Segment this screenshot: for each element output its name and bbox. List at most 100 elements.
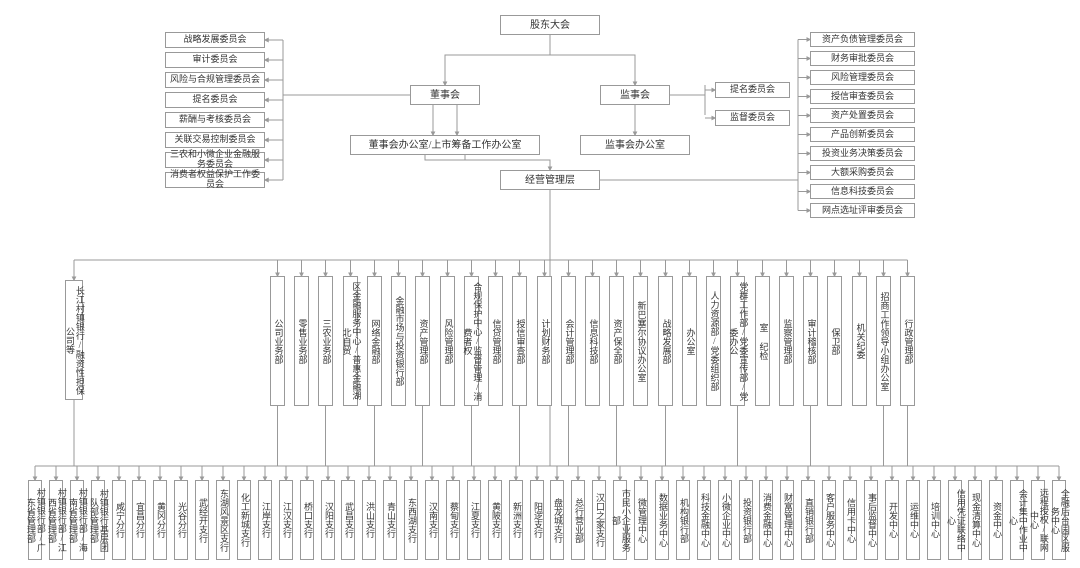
mgmt-committee-2: 风险管理委员会 xyxy=(810,70,915,85)
left-committee-2: 风险与合规管理委员会 xyxy=(165,72,265,88)
bottom-branch-39: 信用卡中心 xyxy=(843,480,857,560)
bottom-branch-36: 财富管理中心 xyxy=(780,480,794,560)
bottom-branch-18: 东西湖支行 xyxy=(404,480,418,560)
bottom-branch-14: 汉阳支行 xyxy=(321,480,335,560)
left-committee-7: 消费者权益保护工作委员会 xyxy=(165,172,265,188)
left-committee-0: 战略发展委员会 xyxy=(165,32,265,48)
bottom-branch-32: 科技金融中心 xyxy=(697,480,711,560)
bottom-branch-16: 洪山支行 xyxy=(362,480,376,560)
mid-dept-9: 信贷管理部 xyxy=(488,276,503,406)
org-chart-canvas: 股东大会董事会 监事会董事会办公室/上市筹备工作办公室 监事会办公室经营管理层 战略发… xyxy=(0,0,1080,568)
bottom-branch-25: 盘龙城支行 xyxy=(550,480,564,560)
bottom-branch-38: 客户服务中心 xyxy=(822,480,836,560)
mid-dept-19: 党群工作部/党委宣传部/党委办公 xyxy=(730,276,745,406)
mid-dept-4: 网络金融部 xyxy=(367,276,382,406)
left-committee-5: 关联交易控制委员会 xyxy=(165,132,265,148)
mgmt-committee-9: 网点选址评审委员会 xyxy=(810,203,915,218)
bottom-branch-22: 黄陂支行 xyxy=(488,480,502,560)
left-committee-4: 薪酬与考核委员会 xyxy=(165,112,265,128)
management-layer: 经营管理层 xyxy=(500,170,600,190)
bottom-branch-8: 武经开支行 xyxy=(195,480,209,560)
mid-dept-5: 金融市场与投资银行部 xyxy=(391,276,406,406)
bottom-branch-35: 消费金融中心 xyxy=(759,480,773,560)
bottom-branch-30: 数据业务中心 xyxy=(655,480,669,560)
bottom-branch-23: 新洲支行 xyxy=(509,480,523,560)
bottom-branch-42: 运维中心 xyxy=(906,480,920,560)
supervisory-board: 监事会 xyxy=(600,85,670,105)
mid-dept-22: 审计稽核部 xyxy=(803,276,818,406)
left-committee-3: 提名委员会 xyxy=(165,92,265,108)
bottom-branch-37: 直销银行部 xyxy=(801,480,815,560)
bottom-branch-13: 桥口支行 xyxy=(300,480,314,560)
mid-dept-23: 保卫部 xyxy=(827,276,842,406)
bottom-branch-5: 宜昌分行 xyxy=(132,480,146,560)
mgmt-committee-4: 资产处置委员会 xyxy=(810,108,915,123)
bottom-branch-11: 江岸支行 xyxy=(258,480,272,560)
mid-dept-14: 资产保全部 xyxy=(609,276,624,406)
board-of-directors: 董事会 xyxy=(410,85,480,105)
bottom-branch-41: 开发中心 xyxy=(885,480,899,560)
mgmt-committee-8: 信息科技委员会 xyxy=(810,184,915,199)
mgmt-committee-3: 授信审查委员会 xyxy=(810,89,915,104)
bottom-branch-31: 机构银行部 xyxy=(676,480,690,560)
bottom-branch-0: 村镇银行部/广东省管理部 xyxy=(28,480,42,560)
bottom-branch-12: 江汉支行 xyxy=(279,480,293,560)
mid-dept-13: 信息科技部 xyxy=(585,276,600,406)
bottom-branch-24: 阳逻支行 xyxy=(530,480,544,560)
mid-dept-15: 新巴塞尔协议办公室 xyxy=(633,276,648,406)
mid-dept-7: 风险管理部 xyxy=(440,276,455,406)
mid-dept-24: 机关纪委 xyxy=(852,276,867,406)
bottom-branch-10: 化工新城支行 xyxy=(237,480,251,560)
left-committee-1: 审计委员会 xyxy=(165,52,265,68)
bottom-branch-43: 培训中心 xyxy=(927,480,941,560)
bottom-branch-2: 村镇银行部/海南省管理部 xyxy=(70,480,84,560)
bottom-branch-48: 远程授权/联网中心 xyxy=(1031,480,1045,560)
mid-dept-2: 三农业务部 xyxy=(318,276,333,406)
mgmt-committee-7: 大额采购委员会 xyxy=(810,165,915,180)
bottom-branch-27: 汉口之家支行 xyxy=(592,480,606,560)
bottom-branch-6: 黄冈分行 xyxy=(153,480,167,560)
bottom-branch-34: 投资银行部 xyxy=(739,480,753,560)
mid-dept-12: 会计管理部 xyxy=(561,276,576,406)
bottom-branch-7: 光谷分行 xyxy=(174,480,188,560)
sup-committee-1: 监督委员会 xyxy=(715,110,790,126)
root-shareholders: 股东大会 xyxy=(500,15,600,35)
sup-committee-0: 提名委员会 xyxy=(715,82,790,98)
mgmt-committee-6: 投资业务决策委员会 xyxy=(810,146,915,161)
mid-dept-18: 人力资源部/党委组织部 xyxy=(706,276,721,406)
bottom-branch-21: 江夏支行 xyxy=(467,480,481,560)
supervisory-office: 监事会办公室 xyxy=(580,135,690,155)
bottom-branch-20: 蔡甸支行 xyxy=(446,480,460,560)
left-committee-6: 三农和小微企业金融服务委员会 xyxy=(165,152,265,168)
bottom-branch-49: 全融后台园区服务中心 xyxy=(1052,480,1066,560)
bottom-branch-45: 现金清算中心 xyxy=(968,480,982,560)
bottom-branch-33: 小微企业中心 xyxy=(718,480,732,560)
mid-dept-10: 授信审查部 xyxy=(512,276,527,406)
bottom-branch-46: 资金中心 xyxy=(989,480,1003,560)
bottom-branch-1: 村镇银行部/江西省管理部 xyxy=(49,480,63,560)
far-left-entity: 长江村镇银行/融资性担保公司等 xyxy=(65,280,83,400)
bottom-branch-28: 市民小企业服务部 xyxy=(613,480,627,560)
mid-dept-3: 区金融服务中心/普惠金融湖北自贸 xyxy=(343,276,358,406)
mid-dept-0: 公司业务部 xyxy=(270,276,285,406)
mid-dept-11: 计划财务部 xyxy=(537,276,552,406)
bottom-branch-3: 村镇银行基层团队部管理部 xyxy=(91,480,105,560)
mid-dept-8: 合规保护中心/监督管理/消费者权 xyxy=(464,276,479,406)
board-office: 董事会办公室/上市筹备工作办公室 xyxy=(350,135,540,155)
bottom-branch-4: 咸宁分行 xyxy=(112,480,126,560)
mgmt-committee-0: 资产负债管理委员会 xyxy=(810,32,915,47)
bottom-branch-19: 汉南支行 xyxy=(425,480,439,560)
bottom-branch-29: 微管理中心 xyxy=(634,480,648,560)
mid-dept-6: 资产管理部 xyxy=(415,276,430,406)
mgmt-committee-1: 财务审批委员会 xyxy=(810,51,915,66)
bottom-branch-15: 武昌支行 xyxy=(341,480,355,560)
bottom-branch-40: 事后监督中心 xyxy=(864,480,878,560)
mid-dept-17: 办公室 xyxy=(682,276,697,406)
mid-dept-1: 零售业务部 xyxy=(294,276,309,406)
mgmt-committee-5: 产品创新委员会 xyxy=(810,127,915,142)
bottom-branch-26: 总行营业部 xyxy=(571,480,585,560)
bottom-branch-9: 东湖风景区支行 xyxy=(216,480,230,560)
bottom-branch-47: 会计集中作业中心 xyxy=(1010,480,1024,560)
bottom-branch-17: 青山支行 xyxy=(383,480,397,560)
mid-dept-20: 室 纪检 xyxy=(755,276,770,406)
